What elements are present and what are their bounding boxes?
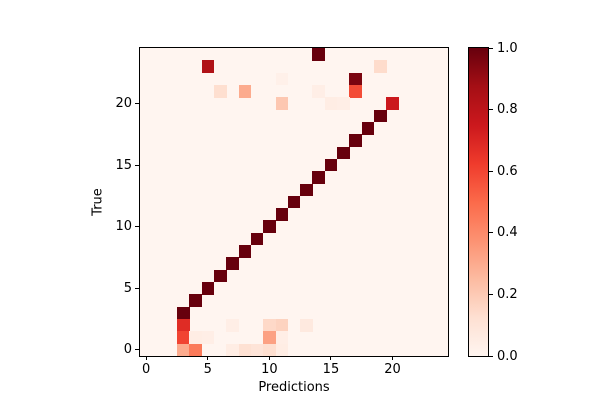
- heatmap-cell: [226, 343, 239, 357]
- colorbar: [468, 47, 489, 357]
- x-tick-label: 20: [384, 362, 401, 377]
- y-tick-mark: [135, 287, 139, 289]
- heatmap-cell: [226, 319, 239, 332]
- x-axis-label: Predictions: [258, 380, 330, 395]
- heatmap-cell: [176, 306, 190, 320]
- y-tick-mark: [135, 349, 139, 351]
- heatmap-cell: [201, 282, 215, 295]
- colorbar-tick-mark: [489, 232, 493, 234]
- heatmap-cell: [349, 84, 363, 98]
- heatmap-cell: [250, 232, 264, 246]
- x-tick-mark: [330, 356, 332, 360]
- colorbar-tick-mark: [489, 293, 493, 295]
- x-tick-mark: [145, 356, 147, 360]
- heatmap-cell: [361, 121, 375, 135]
- heatmap-cell: [275, 72, 289, 86]
- x-tick-mark: [207, 356, 209, 360]
- heatmap-cell: [213, 269, 227, 283]
- y-tick-label: 10: [115, 219, 132, 235]
- heatmap-plot-area: [139, 47, 449, 357]
- heatmap-cell: [176, 331, 190, 344]
- heatmap-cell: [312, 171, 326, 184]
- heatmap-cell: [349, 72, 363, 86]
- heatmap-cell: [176, 343, 190, 357]
- colorbar-tick-label: 1.0: [497, 40, 518, 56]
- heatmap-cell: [374, 60, 387, 73]
- heatmap-cell: [275, 319, 289, 332]
- colorbar-tick-label: 0.2: [497, 286, 518, 302]
- x-tick-label: 15: [322, 362, 340, 377]
- heatmap-cell: [263, 343, 276, 357]
- heatmap-cell: [312, 84, 326, 98]
- heatmap-cell: [324, 97, 338, 110]
- x-tick-label: 0: [142, 362, 151, 377]
- heatmap-cell: [176, 319, 190, 332]
- y-axis-label: True: [90, 188, 106, 216]
- heatmap-cell: [300, 319, 313, 332]
- x-tick-mark: [268, 356, 270, 360]
- colorbar-tick-label: 0.4: [497, 225, 518, 241]
- y-tick-mark: [135, 164, 139, 166]
- colorbar-tick-mark: [489, 109, 493, 111]
- heatmap-cell: [275, 343, 289, 357]
- colorbar-tick-mark: [489, 355, 493, 357]
- colorbar-tick-mark: [489, 47, 493, 49]
- heatmap-cell: [349, 134, 363, 147]
- heatmap-cell: [226, 257, 239, 271]
- heatmap-cell: [275, 97, 289, 110]
- heatmap-cell: [324, 158, 338, 172]
- y-tick-mark: [135, 226, 139, 228]
- colorbar-tick-label: 0.0: [497, 348, 518, 364]
- heatmap-cell: [287, 195, 301, 209]
- heatmap-cell: [337, 146, 350, 160]
- heatmap-cell: [263, 319, 276, 332]
- y-tick-label: 15: [115, 157, 132, 173]
- heatmap-cell: [189, 331, 202, 344]
- x-tick-label: 5: [203, 362, 212, 377]
- heatmap-cell: [312, 48, 326, 61]
- x-tick-mark: [392, 356, 394, 360]
- heatmap-cell: [300, 183, 313, 197]
- heatmap-cell: [238, 343, 252, 357]
- heatmap-cell: [263, 220, 276, 234]
- colorbar-gradient: [469, 48, 488, 356]
- heatmap-cell: [263, 331, 276, 344]
- heatmap-cell: [201, 60, 215, 73]
- heatmap-cell: [189, 294, 202, 307]
- y-tick-label: 20: [115, 95, 132, 111]
- heatmap-cell: [238, 84, 252, 98]
- y-tick-label: 0: [123, 342, 132, 358]
- y-tick-label: 5: [123, 280, 132, 296]
- heatmap-cell: [275, 208, 289, 221]
- colorbar-tick-label: 0.6: [497, 163, 518, 179]
- heatmap-cell: [374, 109, 387, 123]
- heatmap-cell: [386, 97, 399, 110]
- heatmap-cell: [201, 331, 215, 344]
- heatmap-cell: [250, 343, 264, 357]
- heatmap-cell: [189, 343, 202, 357]
- heatmap-cell: [337, 97, 350, 110]
- heatmap-cell: [213, 84, 227, 98]
- y-tick-mark: [135, 102, 139, 104]
- x-tick-label: 10: [261, 362, 278, 377]
- heatmap-cell: [275, 331, 289, 344]
- colorbar-tick-mark: [489, 170, 493, 172]
- heatmap-cell: [238, 245, 252, 258]
- colorbar-tick-label: 0.8: [497, 102, 518, 118]
